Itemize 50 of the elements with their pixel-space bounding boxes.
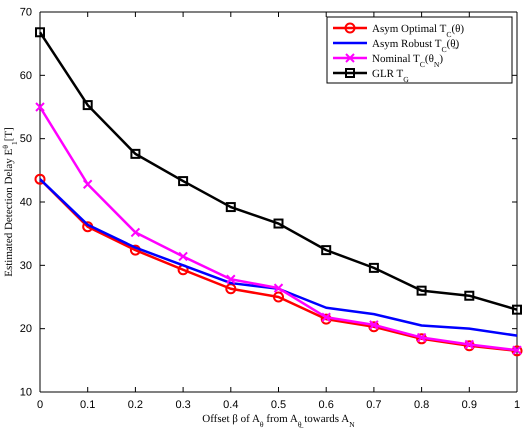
point bbox=[320, 314, 332, 325]
x-tick-label: 0.6 bbox=[318, 398, 334, 411]
x-tick-label: 0.2 bbox=[128, 398, 144, 411]
x-tick-label: 0.4 bbox=[223, 398, 238, 411]
point bbox=[225, 283, 236, 294]
x-tick-label: 0.5 bbox=[270, 398, 286, 411]
point bbox=[130, 244, 141, 256]
y-tick-label: 30 bbox=[20, 260, 32, 272]
point bbox=[130, 148, 140, 159]
y-tick-label: 40 bbox=[20, 196, 32, 209]
point bbox=[226, 202, 236, 212]
y-tick-label: 70 bbox=[20, 6, 32, 19]
x-tick-label: 0.7 bbox=[366, 398, 382, 411]
point bbox=[368, 320, 379, 330]
point bbox=[82, 179, 93, 190]
legend-label: GLR T$_{G}$ bbox=[372, 68, 410, 84]
legend-label: Asym Optimal T$_{C}$(θ) bbox=[372, 23, 464, 38]
point bbox=[178, 176, 188, 186]
x-tick-label: 0 bbox=[36, 398, 44, 411]
point bbox=[321, 245, 332, 256]
y-tick-label: 10 bbox=[20, 386, 32, 399]
point bbox=[368, 321, 380, 332]
point bbox=[35, 27, 45, 38]
point bbox=[178, 264, 189, 276]
point bbox=[416, 286, 427, 296]
y-tick-label: 20 bbox=[20, 323, 32, 336]
point bbox=[35, 102, 45, 112]
point bbox=[368, 262, 379, 273]
point bbox=[130, 227, 140, 238]
point bbox=[82, 221, 94, 232]
point bbox=[82, 100, 93, 110]
point bbox=[34, 174, 46, 185]
x-tick-label: 1 bbox=[514, 398, 520, 411]
legend-label: Asym Robust T$_{C}$(θ̲) bbox=[372, 38, 460, 54]
x-axis-title: Offset β of A$_{θ}$ from A$_{θ̲}$ towards A$_{N}$ bbox=[202, 413, 356, 428]
point bbox=[274, 218, 284, 229]
y-tick-label: 50 bbox=[20, 133, 32, 146]
point bbox=[464, 290, 474, 301]
point bbox=[274, 283, 284, 294]
x-tick-label: 0.8 bbox=[414, 398, 430, 411]
point bbox=[512, 304, 522, 315]
point bbox=[178, 251, 188, 262]
point bbox=[273, 292, 284, 302]
legend-label: Nominal T$_{C}$(θ$_{N}$) bbox=[372, 53, 444, 68]
point bbox=[226, 274, 236, 284]
x-tick-label: 0.1 bbox=[80, 398, 96, 411]
x-tick-label: 0.9 bbox=[462, 398, 477, 411]
point bbox=[321, 312, 332, 322]
x-tick-label: 0.3 bbox=[175, 398, 191, 411]
y-tick-label: 60 bbox=[20, 70, 32, 82]
